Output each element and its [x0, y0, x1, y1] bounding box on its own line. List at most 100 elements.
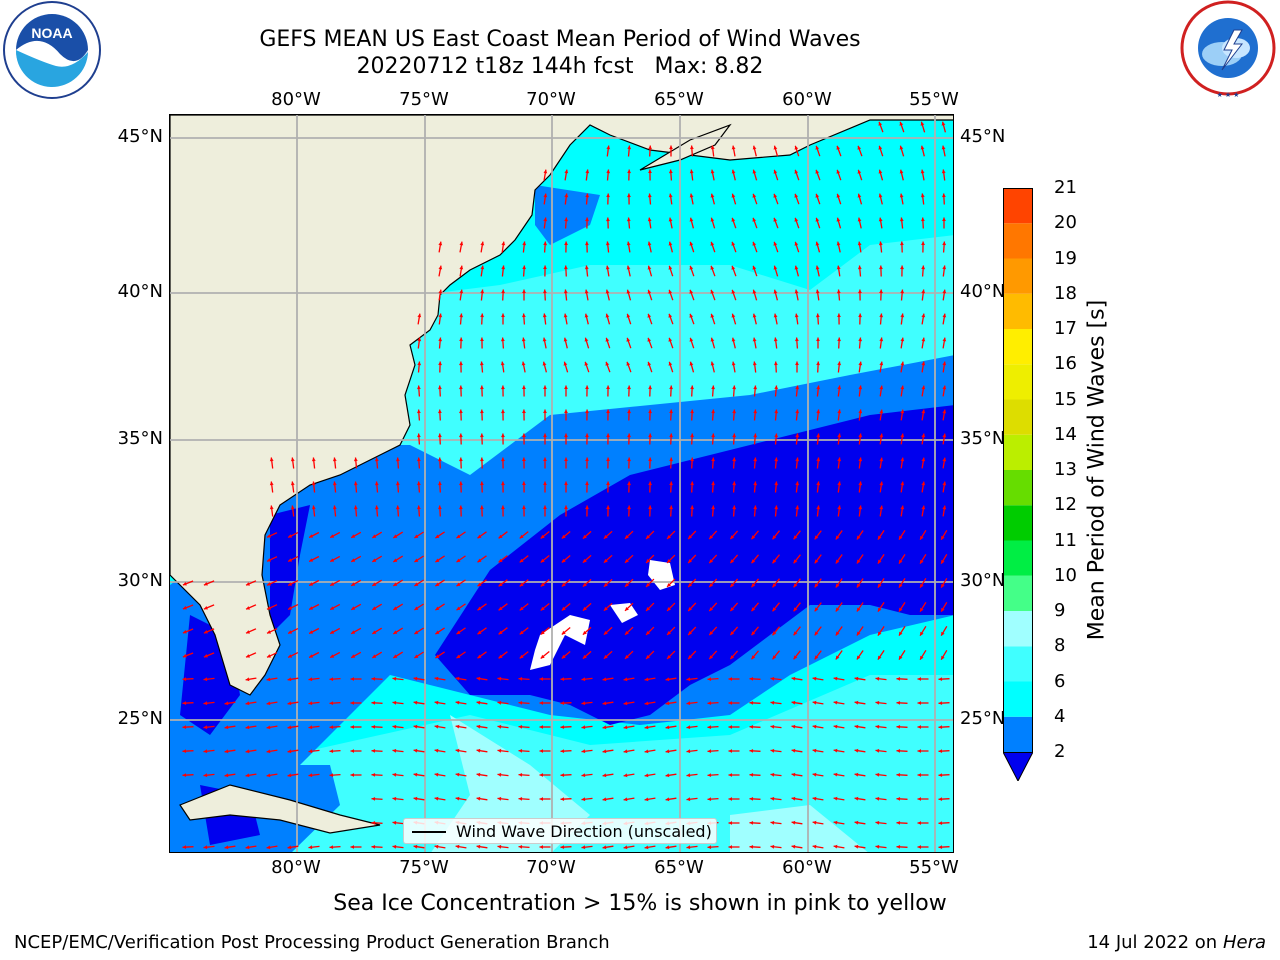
wave-direction-arrowhead: [753, 409, 758, 414]
wave-direction-arrowhead: [667, 583, 671, 587]
wave-direction-arrowhead: [438, 457, 442, 462]
wave-direction-arrowhead: [877, 559, 882, 564]
wave-direction-arrowhead: [938, 845, 943, 849]
wave-direction-arrowhead: [896, 677, 901, 681]
wave-direction-arrowhead: [752, 337, 757, 342]
wave-direction-arrowhead: [563, 361, 568, 366]
wave-direction-arrowhead: [833, 700, 838, 705]
wave-direction-arrowhead: [836, 169, 841, 174]
wave-direction-arrowhead: [920, 145, 925, 150]
wave-direction-arrowhead: [500, 361, 505, 366]
wave-direction-arrowhead: [770, 748, 775, 753]
wave-direction-arrowhead: [686, 845, 691, 850]
wave-direction-arrowhead: [854, 748, 859, 753]
wave-direction-arrowhead: [774, 385, 779, 390]
wave-direction-arrowhead: [623, 773, 628, 778]
wave-direction-arrowhead: [564, 481, 568, 485]
wave-direction-arrowhead: [498, 534, 503, 539]
wave-direction-arrowhead: [438, 337, 443, 342]
wave-direction-arrowhead: [879, 361, 884, 366]
wave-direction-arrowhead: [434, 844, 439, 849]
wave-direction-arrowhead: [795, 433, 800, 438]
wave-direction-arrowhead: [751, 559, 756, 564]
wave-direction-arrowhead: [435, 582, 440, 587]
wave-direction-arrowhead: [606, 433, 610, 437]
wave-direction-arrowhead: [791, 676, 796, 681]
wave-direction-arrowhead: [287, 749, 292, 754]
wave-direction-arrowhead: [770, 700, 775, 705]
wave-direction-arrowhead: [896, 821, 901, 825]
wave-direction-arrowhead: [815, 289, 820, 294]
wave-direction-arrowhead: [417, 313, 422, 318]
no-data-patch: [610, 603, 638, 623]
wave-direction-arrowhead: [498, 606, 503, 611]
wave-direction-arrowhead: [875, 796, 880, 801]
wave-direction-arrowhead: [690, 457, 694, 462]
wave-direction-arrowhead: [497, 676, 502, 681]
wave-direction-arrowhead: [563, 337, 568, 342]
wave-direction-arrowhead: [564, 217, 569, 222]
colorbar-tick-label: 11: [1054, 529, 1077, 551]
wave-direction-arrowhead: [582, 606, 587, 611]
svg-text:★ ★ ★: ★ ★ ★: [1217, 91, 1240, 99]
wave-direction-arrowhead: [543, 169, 548, 174]
wave-direction-arrowhead: [267, 558, 271, 562]
wave-direction-arrowhead: [203, 749, 208, 754]
wave-direction-arrowhead: [561, 654, 566, 659]
wave-direction-arrowhead: [791, 772, 796, 777]
wave-direction-arrowhead: [791, 820, 796, 825]
wave-direction-arrowhead: [582, 582, 587, 587]
wave-direction-arrowhead: [602, 845, 607, 850]
wave-direction-arrowhead: [309, 606, 314, 610]
wave-direction-arrowhead: [224, 773, 229, 778]
wave-direction-arrowhead: [665, 701, 670, 706]
wave-direction-arrowhead: [623, 701, 628, 706]
wave-direction-arrowhead: [519, 558, 524, 563]
wave-direction-arrowhead: [814, 631, 819, 636]
wave-direction-arrowhead: [710, 169, 715, 174]
wave-direction-arrowhead: [543, 457, 547, 461]
wave-direction-arrowhead: [689, 265, 694, 270]
wave-direction-arrowhead: [393, 630, 398, 634]
wave-direction-arrowhead: [288, 606, 293, 610]
wave-direction-arrowhead: [564, 457, 568, 461]
wave-direction-arrowhead: [856, 631, 861, 636]
wave-direction-arrowhead: [731, 361, 736, 366]
wave-direction-arrowhead: [648, 169, 652, 173]
wave-direction-arrowhead: [878, 121, 883, 126]
wave-direction-arrowhead: [814, 655, 819, 660]
noaa-logo-text: NOAA: [31, 25, 72, 41]
wave-direction-arrowhead: [728, 725, 732, 729]
wave-direction-arrowhead: [438, 265, 443, 270]
wave-direction-arrowhead: [413, 700, 418, 705]
wave-direction-arrowhead: [290, 457, 295, 462]
wave-direction-arrowhead: [858, 361, 863, 366]
wave-direction-arrowhead: [543, 481, 547, 485]
wave-direction-arrowhead: [561, 630, 566, 635]
wave-direction-arrowhead: [749, 845, 754, 849]
wave-direction-arrowhead: [647, 289, 652, 294]
wave-direction-arrowhead: [371, 773, 376, 777]
colorbar-tick-label: 13: [1054, 459, 1077, 480]
wave-direction-arrowhead: [455, 772, 460, 777]
wave-direction-arrowhead: [393, 606, 398, 610]
wave-direction-arrowhead: [795, 385, 800, 390]
wave-direction-arrowhead: [941, 535, 945, 540]
wave-direction-arrowhead: [833, 796, 838, 801]
wave-direction-arrowhead: [837, 505, 842, 510]
wave-direction-arrowhead: [564, 169, 569, 174]
wave-direction-arrowhead: [812, 724, 817, 729]
wave-direction-arrowhead: [353, 481, 358, 486]
wave-direction-arrowhead: [476, 796, 481, 801]
wave-direction-arrowhead: [627, 481, 631, 486]
wave-direction-arrowhead: [794, 241, 799, 246]
footer-machine: Hera: [1222, 932, 1266, 953]
wave-direction-arrowhead: [731, 145, 736, 150]
wave-direction-arrowhead: [835, 655, 840, 660]
wave-direction-arrowhead: [689, 193, 694, 198]
wave-direction-arrowhead: [896, 725, 901, 729]
wave-direction-arrowhead: [417, 457, 421, 462]
wave-direction-arrowhead: [644, 845, 649, 850]
wave-direction-arrowhead: [245, 677, 250, 682]
wave-direction-arrowhead: [560, 845, 565, 849]
